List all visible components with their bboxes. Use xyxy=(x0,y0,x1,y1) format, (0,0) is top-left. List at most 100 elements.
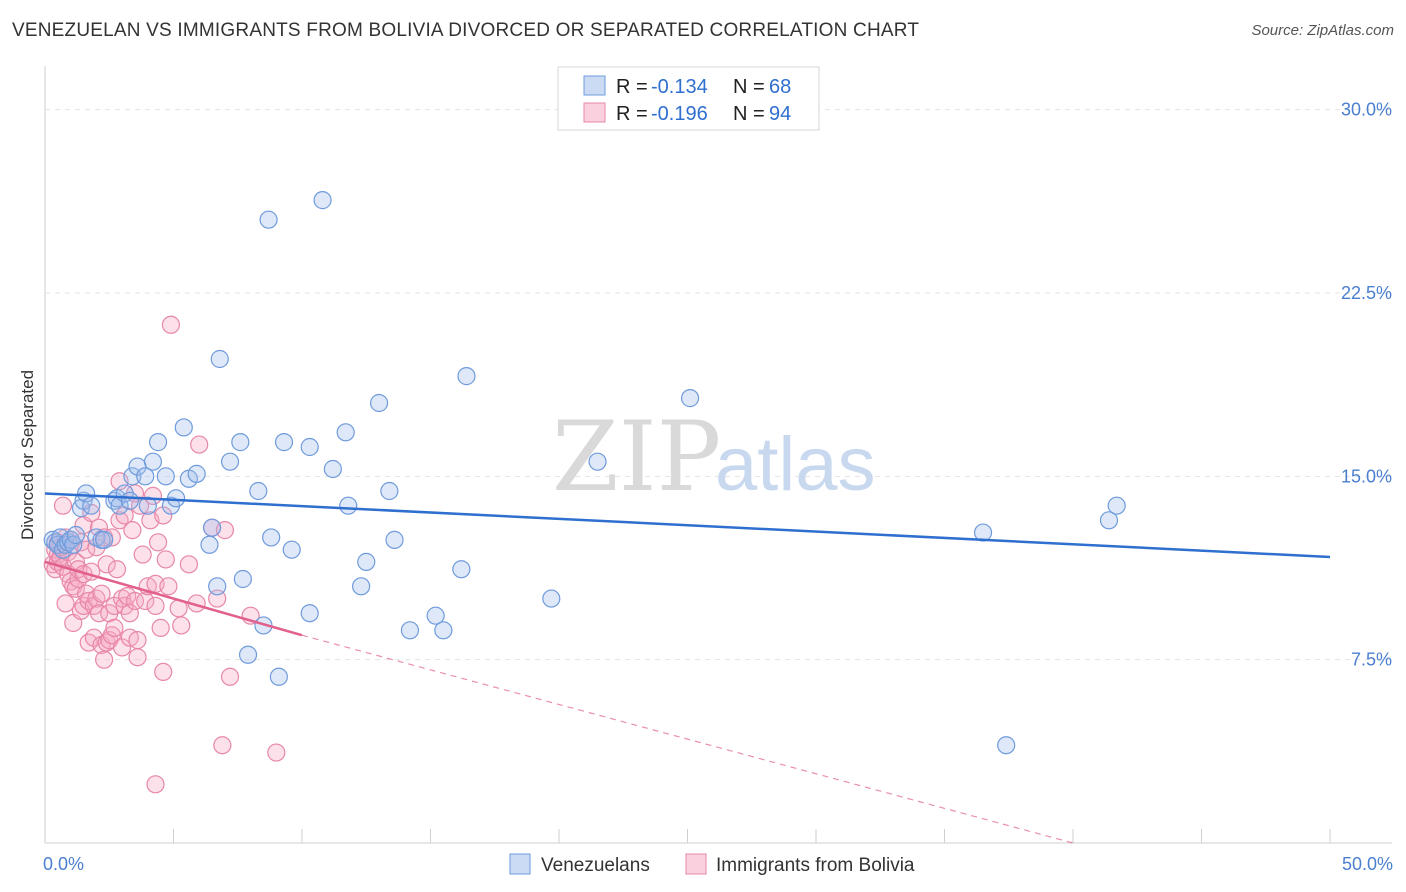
y-tick-label: 22.5% xyxy=(1341,283,1392,303)
data-point-venezuelans xyxy=(249,481,268,501)
data-point-venezuelans xyxy=(120,491,139,510)
data-point-venezuelans xyxy=(66,525,85,545)
x-tick-label: 50.0% xyxy=(1342,854,1393,874)
trend-line-venezuelans xyxy=(44,492,1331,559)
data-point-venezuelans xyxy=(220,452,240,471)
data-point-bolivia xyxy=(89,604,109,623)
trend-lines xyxy=(44,492,1331,844)
data-point-bolivia xyxy=(190,435,209,454)
data-point-bolivia xyxy=(179,555,199,574)
watermark: ZIP atlas xyxy=(552,401,876,513)
data-point-venezuelans xyxy=(282,540,301,559)
data-point-bolivia xyxy=(87,589,106,608)
bottom-legend: Venezuelans Immigrants from Bolivia xyxy=(509,853,915,876)
data-point-bolivia xyxy=(56,594,75,613)
watermark-zip: ZIP xyxy=(552,401,721,513)
bottom-legend-label-bolivia: Immigrants from Bolivia xyxy=(716,855,915,876)
legend: R = -0.134 N = 68 R = -0.196 N = 94 xyxy=(557,66,820,131)
data-point-venezuelans xyxy=(370,393,389,413)
data-point-venezuelans xyxy=(274,433,294,452)
bottom-legend-swatch-venezuelans xyxy=(509,853,531,875)
data-point-bolivia xyxy=(133,545,152,564)
data-point-venezuelans xyxy=(300,437,319,457)
data-point-venezuelans xyxy=(61,530,80,549)
data-point-bolivia xyxy=(146,775,165,794)
data-point-bolivia xyxy=(267,743,286,762)
data-point-venezuelans xyxy=(138,496,157,515)
data-point-venezuelans xyxy=(997,736,1016,755)
data-point-venezuelans xyxy=(136,467,155,486)
data-point-venezuelans xyxy=(156,467,175,486)
data-point-venezuelans xyxy=(148,433,168,452)
data-point-venezuelans xyxy=(174,418,193,437)
data-point-bolivia xyxy=(148,533,168,552)
data-point-venezuelans xyxy=(82,496,101,515)
data-point-bolivia xyxy=(125,591,145,611)
data-point-venezuelans xyxy=(166,489,186,508)
data-point-venezuelans xyxy=(233,569,252,589)
data-point-bolivia xyxy=(105,596,124,615)
legend-r-value: -0.196 xyxy=(651,103,708,125)
data-point-venezuelans xyxy=(457,367,476,386)
data-point-venezuelans xyxy=(323,459,342,479)
data-point-bolivia xyxy=(112,638,132,657)
data-point-bolivia xyxy=(159,577,178,596)
legend-r-value: -0.134 xyxy=(651,76,708,98)
data-point-venezuelans xyxy=(588,452,607,471)
data-point-bolivia xyxy=(128,648,147,667)
data-point-bolivia xyxy=(156,550,175,569)
data-point-venezuelans xyxy=(1099,511,1119,530)
data-point-bolivia xyxy=(151,618,170,637)
series-venezuelans xyxy=(43,191,1126,755)
legend-r-label: R = xyxy=(616,76,648,98)
data-point-venezuelans xyxy=(238,645,258,664)
data-point-bolivia xyxy=(110,511,129,530)
data-point-venezuelans xyxy=(452,560,471,579)
data-point-venezuelans xyxy=(95,530,114,549)
legend-r-label: R = xyxy=(616,103,648,125)
y-axis-label: Divorced or Separated xyxy=(18,370,37,540)
data-point-venezuelans xyxy=(352,577,371,596)
data-point-bolivia xyxy=(154,662,173,681)
data-point-bolivia xyxy=(161,315,181,334)
data-point-venezuelans xyxy=(380,481,399,501)
data-point-bolivia xyxy=(105,618,124,637)
data-point-bolivia xyxy=(146,596,165,615)
y-tick-labels: 7.5% 15.0% 22.5% 30.0% xyxy=(1341,100,1392,670)
gridlines xyxy=(45,109,1392,661)
data-point-bolivia xyxy=(172,616,191,635)
data-point-bolivia xyxy=(95,650,114,669)
data-point-bolivia xyxy=(220,667,240,686)
legend-n-value: 94 xyxy=(769,103,791,125)
data-point-venezuelans xyxy=(542,589,561,608)
data-point-venezuelans xyxy=(123,467,142,486)
y-tick-label: 30.0% xyxy=(1341,100,1392,120)
data-point-bolivia xyxy=(136,591,155,611)
y-tick-label: 7.5% xyxy=(1351,650,1392,670)
legend-n-label: N = xyxy=(733,76,765,98)
bottom-legend-label-venezuelans: Venezuelans xyxy=(541,855,650,876)
watermark-atlas: atlas xyxy=(715,422,876,507)
data-point-venezuelans xyxy=(426,606,445,625)
legend-swatch-bolivia xyxy=(583,102,606,123)
data-point-venezuelans xyxy=(200,535,219,554)
x-tick-label: 0.0% xyxy=(43,854,84,874)
data-point-venezuelans xyxy=(434,621,453,640)
data-point-venezuelans xyxy=(336,423,355,442)
trend-line-bolivia-extension xyxy=(301,634,1074,844)
data-point-bolivia xyxy=(213,736,232,755)
data-point-venezuelans xyxy=(210,349,229,369)
legend-swatch-venezuelans xyxy=(583,75,606,96)
data-point-venezuelans xyxy=(262,528,281,547)
data-point-venezuelans xyxy=(1107,496,1126,515)
data-point-venezuelans xyxy=(231,433,250,452)
data-point-bolivia xyxy=(53,496,73,515)
legend-n-label: N = xyxy=(733,103,765,125)
data-point-bolivia xyxy=(107,560,127,579)
source-label: Source: ZipAtlas.com xyxy=(1251,22,1394,39)
trend-line-bolivia xyxy=(44,560,303,637)
data-point-bolivia xyxy=(154,506,173,525)
data-point-bolivia xyxy=(92,584,111,603)
data-point-venezuelans xyxy=(680,389,700,408)
